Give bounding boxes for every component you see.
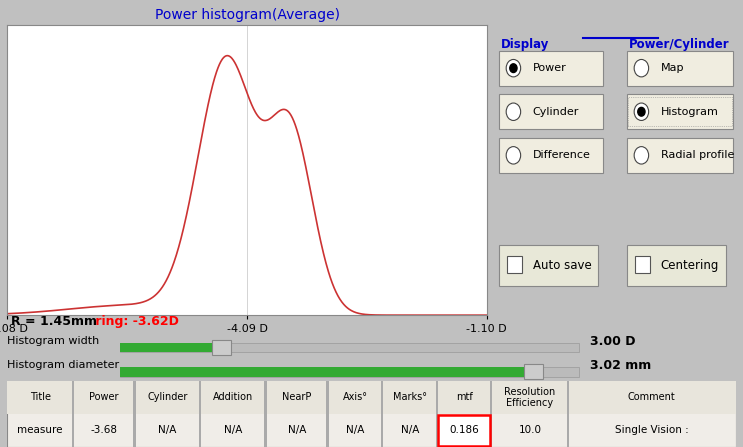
Text: Resolution
Efficiency: Resolution Efficiency [504, 387, 556, 408]
Circle shape [506, 59, 521, 77]
Text: measure: measure [17, 426, 63, 435]
Bar [438, 415, 490, 446]
Bar [435, 381, 438, 447]
Bar [199, 381, 201, 447]
Bar [507, 256, 522, 273]
Bar [120, 343, 221, 352]
Circle shape [506, 147, 521, 164]
Text: -3.68: -3.68 [91, 426, 117, 435]
Circle shape [635, 59, 649, 77]
FancyBboxPatch shape [499, 94, 603, 129]
Bar [567, 381, 569, 447]
Circle shape [637, 107, 645, 116]
Text: N/A: N/A [158, 426, 177, 435]
Text: N/A: N/A [346, 426, 364, 435]
FancyBboxPatch shape [627, 245, 726, 286]
Bar [71, 381, 74, 447]
Text: 3.02 mm: 3.02 mm [590, 359, 651, 372]
Text: N/A: N/A [400, 426, 419, 435]
Text: Histogram diameter: Histogram diameter [7, 360, 120, 370]
Text: Histogram width: Histogram width [7, 336, 100, 346]
Text: Auto save: Auto save [533, 259, 591, 272]
Text: Cylinder: Cylinder [533, 107, 579, 117]
Text: Power/Cylinder: Power/Cylinder [629, 38, 730, 51]
Text: Axis°: Axis° [343, 392, 368, 402]
Text: ring: -3.62D: ring: -3.62D [91, 315, 179, 328]
Text: Title: Title [30, 392, 51, 402]
Circle shape [510, 64, 517, 72]
Bar [635, 256, 650, 273]
Bar [120, 343, 579, 352]
Text: Display: Display [502, 38, 550, 51]
Text: Addition: Addition [213, 392, 253, 402]
Bar [381, 381, 383, 447]
Text: Map: Map [661, 63, 684, 73]
Bar [265, 381, 267, 447]
Text: NearP: NearP [282, 392, 311, 402]
Text: Centering: Centering [661, 259, 719, 272]
Bar [134, 381, 135, 447]
FancyBboxPatch shape [499, 138, 603, 173]
Bar [490, 381, 493, 447]
Bar [120, 367, 579, 376]
Text: Marks°: Marks° [393, 392, 426, 402]
Text: N/A: N/A [224, 426, 242, 435]
Text: Radial profile: Radial profile [661, 150, 734, 160]
FancyBboxPatch shape [499, 245, 598, 286]
Bar [326, 381, 328, 447]
FancyBboxPatch shape [499, 51, 603, 85]
Bar [524, 364, 542, 379]
Text: Histogram: Histogram [661, 107, 718, 117]
Text: 0.186: 0.186 [450, 426, 479, 435]
Bar [7, 413, 736, 414]
FancyBboxPatch shape [627, 138, 733, 173]
FancyBboxPatch shape [627, 51, 733, 85]
Bar [7, 381, 736, 414]
Text: Comment: Comment [628, 392, 675, 402]
Text: 3.00 D: 3.00 D [590, 334, 635, 348]
Title: Power histogram(Average): Power histogram(Average) [155, 8, 340, 22]
Text: Difference: Difference [533, 150, 591, 160]
Circle shape [635, 147, 649, 164]
Text: mtf: mtf [456, 392, 473, 402]
FancyBboxPatch shape [627, 94, 733, 129]
Text: N/A: N/A [288, 426, 306, 435]
Text: Power: Power [89, 392, 119, 402]
Text: Power: Power [533, 63, 566, 73]
Bar [120, 367, 533, 376]
Text: R = 1.45mm: R = 1.45mm [11, 315, 97, 328]
Text: Single Vision :: Single Vision : [615, 426, 689, 435]
Circle shape [506, 103, 521, 120]
Circle shape [635, 103, 649, 120]
Bar [212, 340, 230, 355]
Text: Cylinder: Cylinder [147, 392, 188, 402]
Text: 10.0: 10.0 [519, 426, 542, 435]
